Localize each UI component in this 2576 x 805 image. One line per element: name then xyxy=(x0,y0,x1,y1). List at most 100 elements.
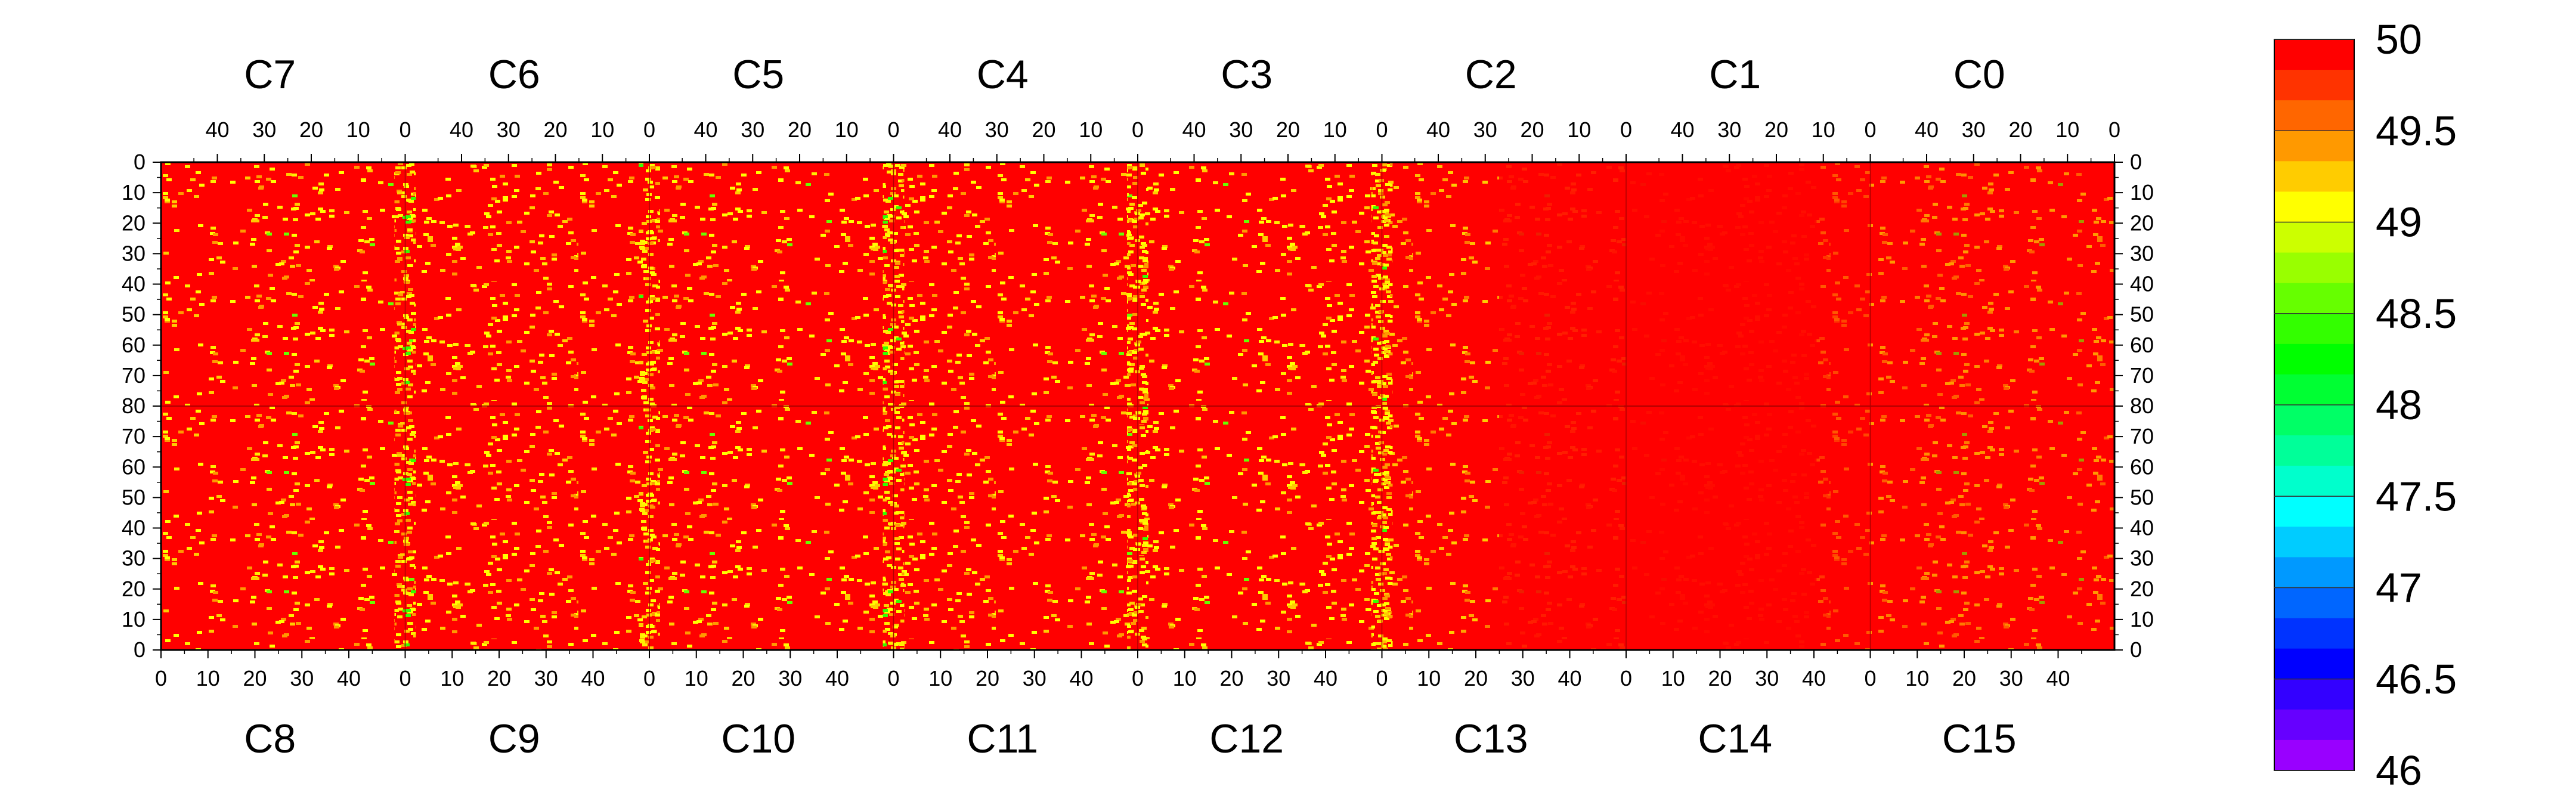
top-x-tick-label: 20 xyxy=(299,117,323,142)
bottom-x-tick-label: 20 xyxy=(243,666,267,691)
bottom-x-tick-label: 10 xyxy=(196,666,220,691)
bottom-x-tick-label: 0 xyxy=(643,666,655,691)
top-x-tick-label: 40 xyxy=(205,117,229,142)
top-x-tick-label: 10 xyxy=(1567,117,1591,142)
bottom-x-tick-label: 10 xyxy=(685,666,708,691)
bottom-x-tick-label: 20 xyxy=(1219,666,1243,691)
right-y-tick-label: 40 xyxy=(2130,272,2154,296)
bottom-x-tick-label: 10 xyxy=(1905,666,1929,691)
color-scale: 50 49.5 49 48.5 48 47.5 47 46.5 46 xyxy=(2274,16,2457,794)
top-x-tick-label: 40 xyxy=(1426,117,1450,142)
bottom-x-tick-label: 30 xyxy=(1023,666,1046,691)
top-x-axis: 40 30 20 10 0 40 30 20 10 0 40 30 20 10 0 40 30 20 10 0 40 30… xyxy=(193,117,2120,162)
top-x-tick-label: 10 xyxy=(1323,117,1347,142)
bottom-x-tick-label: 0 xyxy=(887,666,899,691)
right-y-tick-label: 70 xyxy=(2130,363,2154,388)
panel-label-bottom-C13: C13 xyxy=(1454,716,1528,761)
colorbar-band xyxy=(2274,496,2354,527)
right-y-tick-label: 80 xyxy=(2130,394,2154,418)
colorbar-tick-label: 46.5 xyxy=(2376,656,2457,702)
bottom-x-tick-label: 40 xyxy=(581,666,605,691)
left-y-tick-label: 30 xyxy=(122,546,145,571)
bottom-x-tick-label: 10 xyxy=(1173,666,1197,691)
panel-label-bottom-C11: C11 xyxy=(967,716,1038,761)
panel-label-top-C2: C2 xyxy=(1465,52,1517,97)
panel-label-bottom-C12: C12 xyxy=(1209,716,1284,761)
colorbar-band xyxy=(2274,557,2354,588)
bottom-x-tick-label: 30 xyxy=(1999,666,2023,691)
right-y-tick-label: 30 xyxy=(2130,241,2154,265)
top-x-tick-label: 0 xyxy=(1376,117,1388,142)
colorbar-band xyxy=(2274,466,2354,497)
bottom-x-tick-label: 20 xyxy=(487,666,511,691)
top-x-tick-label: 10 xyxy=(1079,117,1103,142)
bottom-x-tick-label: 10 xyxy=(1661,666,1685,691)
right-y-tick-label: 10 xyxy=(2130,607,2154,631)
bottom-x-tick-label: 40 xyxy=(1314,666,1337,691)
right-y-tick-label: 20 xyxy=(2130,210,2154,235)
bottom-x-tick-label: 20 xyxy=(1952,666,1976,691)
panel-bottom-texture-C12 xyxy=(1138,406,1382,650)
bottom-x-tick-label: 20 xyxy=(1464,666,1488,691)
top-x-tick-label: 0 xyxy=(1132,117,1144,142)
right-y-tick-label: 10 xyxy=(2130,180,2154,205)
colorbar-tick-label: 46 xyxy=(2376,747,2422,794)
panel-top-texture-C4 xyxy=(893,162,1138,406)
panel-label-bottom-C15: C15 xyxy=(1942,716,2017,761)
panel-label-top-C7: C7 xyxy=(244,52,296,97)
colorbar-band xyxy=(2274,648,2354,680)
top-x-tick-label: 20 xyxy=(1764,117,1788,142)
bottom-x-tick-label: 0 xyxy=(1620,666,1632,691)
bottom-x-tick-label: 40 xyxy=(1802,666,1826,691)
top-x-tick-label: 30 xyxy=(252,117,276,142)
panel-top-texture-C5 xyxy=(649,162,894,406)
bottom-x-tick-label: 20 xyxy=(976,666,999,691)
left-y-axis: 0 10 20 30 40 50 60 70 80 70 60 50 40 30 20 10 0 xyxy=(122,150,161,662)
colorbar-tick-label: 48.5 xyxy=(2376,290,2457,337)
colorbar-band xyxy=(2274,527,2354,558)
bottom-x-tick-label: 0 xyxy=(1132,666,1144,691)
top-x-tick-label: 0 xyxy=(1864,117,1876,142)
bottom-x-tick-label: 0 xyxy=(155,666,167,691)
bottom-x-tick-label: 0 xyxy=(399,666,411,691)
panel-label-top-C5: C5 xyxy=(732,52,784,97)
colorbar-band xyxy=(2274,405,2354,436)
colorbar-tick-label: 47 xyxy=(2376,565,2422,611)
colorbar-band xyxy=(2274,70,2354,101)
top-x-tick-label: 10 xyxy=(2055,117,2079,142)
bottom-x-tick-label: 40 xyxy=(2046,666,2070,691)
panel-bottom-texture-C9 xyxy=(405,406,649,650)
colorbar-band xyxy=(2274,343,2354,375)
panel-bottom-texture-C11 xyxy=(893,406,1138,650)
left-y-tick-label: 10 xyxy=(122,180,145,205)
right-y-tick-label: 60 xyxy=(2130,454,2154,479)
colorbar-tick-label: 49 xyxy=(2376,199,2422,246)
colorbar-band xyxy=(2274,618,2354,649)
top-x-tick-label: 10 xyxy=(590,117,614,142)
panel-label-top-C0: C0 xyxy=(1953,52,2005,97)
top-x-tick-label: 40 xyxy=(450,117,473,142)
colorbar-band xyxy=(2274,374,2354,405)
top-x-tick-label: 0 xyxy=(887,117,899,142)
left-y-tick-label: 40 xyxy=(122,516,145,540)
left-y-tick-label: 50 xyxy=(122,302,145,327)
bottom-panel-labels: C8 C9 C10 C11 C12 C13 C14 C15 xyxy=(244,716,2016,761)
colorbar-band xyxy=(2274,131,2354,162)
bottom-x-tick-label: 0 xyxy=(1376,666,1388,691)
right-y-tick-label: 50 xyxy=(2130,302,2154,327)
top-x-tick-label: 20 xyxy=(1032,117,1055,142)
bottom-x-tick-label: 40 xyxy=(825,666,849,691)
colorbar-band xyxy=(2274,100,2354,131)
bottom-x-tick-label: 40 xyxy=(1069,666,1093,691)
top-x-tick-label: 10 xyxy=(346,117,370,142)
left-y-tick-label: 30 xyxy=(122,241,145,265)
top-x-tick-label: 40 xyxy=(938,117,962,142)
panel-top-texture-C3 xyxy=(1138,162,1382,406)
bottom-x-tick-label: 30 xyxy=(1755,666,1779,691)
panel-top-texture-C0 xyxy=(1870,162,2114,406)
colorbar-band xyxy=(2274,222,2354,253)
colorbar-band xyxy=(2274,435,2354,466)
panel-label-bottom-C9: C9 xyxy=(488,716,540,761)
bottom-x-tick-label: 30 xyxy=(1267,666,1290,691)
